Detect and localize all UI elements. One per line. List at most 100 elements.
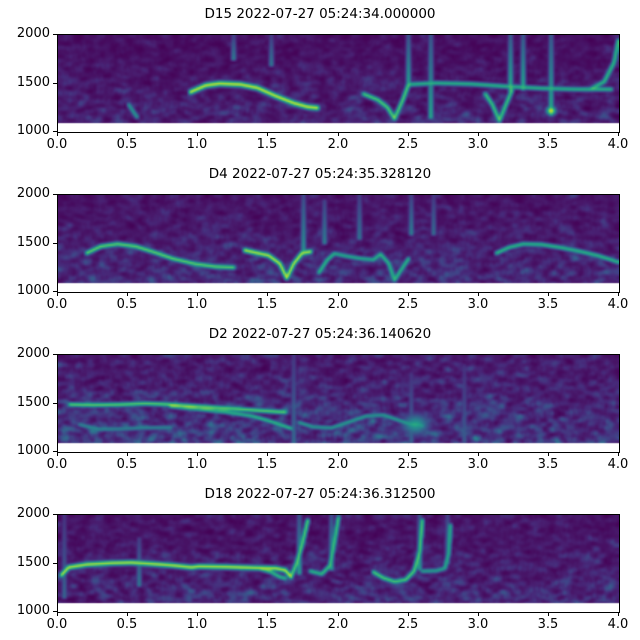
y-tick-mark <box>53 514 57 515</box>
x-tick-label: 4.0 <box>607 137 629 152</box>
x-tick-label: 1.5 <box>256 457 278 472</box>
y-tick-label: 1000 <box>16 603 50 618</box>
x-tick-mark <box>57 612 58 616</box>
x-tick-mark <box>127 132 128 136</box>
spectrogram-axes-3 <box>57 354 620 453</box>
subplot-title-4: D18 2022-07-27 05:24:36.312500 <box>204 486 436 502</box>
x-tick-mark <box>338 612 339 616</box>
x-tick-mark <box>548 452 549 456</box>
x-tick-mark <box>408 452 409 456</box>
y-tick-label: 1000 <box>16 283 50 298</box>
x-tick-label: 2.5 <box>397 297 419 312</box>
spectrogram-canvas-3 <box>58 355 619 452</box>
x-tick-label: 3.0 <box>467 617 489 632</box>
y-tick-mark <box>53 131 57 132</box>
x-tick-mark <box>618 292 619 296</box>
x-tick-label: 1.5 <box>256 297 278 312</box>
x-tick-mark <box>408 612 409 616</box>
spectrogram-axes-4 <box>57 514 620 613</box>
x-tick-label: 1.0 <box>186 137 208 152</box>
x-tick-label: 2.5 <box>397 457 419 472</box>
y-tick-label: 1500 <box>16 555 50 570</box>
x-tick-label: 3.0 <box>467 137 489 152</box>
y-tick-mark <box>53 34 57 35</box>
x-tick-mark <box>57 452 58 456</box>
subplot-panel-1: D15 2022-07-27 05:24:34.000000 <box>0 0 640 160</box>
x-tick-label: 4.0 <box>607 457 629 472</box>
x-tick-label: 1.0 <box>186 457 208 472</box>
x-tick-label: 2.0 <box>327 617 349 632</box>
x-tick-mark <box>478 612 479 616</box>
x-tick-mark <box>197 452 198 456</box>
y-tick-label: 1500 <box>16 235 50 250</box>
x-tick-mark <box>57 132 58 136</box>
x-tick-label: 2.5 <box>397 617 419 632</box>
y-tick-label: 1500 <box>16 395 50 410</box>
y-tick-mark <box>53 291 57 292</box>
y-tick-label: 1500 <box>16 75 50 90</box>
x-tick-label: 2.0 <box>327 297 349 312</box>
x-tick-label: 3.0 <box>467 457 489 472</box>
x-tick-mark <box>408 132 409 136</box>
x-tick-label: 0.0 <box>46 457 68 472</box>
x-tick-label: 3.5 <box>537 297 559 312</box>
x-tick-mark <box>548 292 549 296</box>
x-tick-mark <box>267 452 268 456</box>
spectrogram-canvas-1 <box>58 35 619 132</box>
spectrogram-canvas-4 <box>58 515 619 612</box>
x-tick-mark <box>478 132 479 136</box>
x-tick-mark <box>267 132 268 136</box>
x-tick-mark <box>338 452 339 456</box>
x-tick-label: 3.5 <box>537 617 559 632</box>
x-tick-label: 0.5 <box>116 297 138 312</box>
y-tick-label: 2000 <box>16 506 50 521</box>
x-tick-mark <box>267 292 268 296</box>
x-tick-mark <box>548 612 549 616</box>
x-tick-label: 0.5 <box>116 137 138 152</box>
y-tick-mark <box>53 403 57 404</box>
x-tick-mark <box>267 612 268 616</box>
x-tick-mark <box>338 292 339 296</box>
x-tick-label: 1.0 <box>186 297 208 312</box>
x-tick-label: 2.0 <box>327 457 349 472</box>
y-tick-label: 2000 <box>16 26 50 41</box>
x-tick-label: 0.0 <box>46 617 68 632</box>
y-tick-label: 1000 <box>16 123 50 138</box>
y-tick-mark <box>53 611 57 612</box>
subplot-title-2: D4 2022-07-27 05:24:35.328120 <box>208 166 432 182</box>
x-tick-mark <box>197 132 198 136</box>
subplot-panel-2: D4 2022-07-27 05:24:35.328120 <box>0 160 640 320</box>
y-tick-mark <box>53 451 57 452</box>
x-tick-label: 0.0 <box>46 297 68 312</box>
x-tick-label: 3.0 <box>467 297 489 312</box>
x-tick-mark <box>57 292 58 296</box>
x-tick-label: 1.5 <box>256 617 278 632</box>
x-tick-label: 4.0 <box>607 297 629 312</box>
y-tick-mark <box>53 354 57 355</box>
x-tick-mark <box>197 292 198 296</box>
x-tick-mark <box>548 132 549 136</box>
x-tick-mark <box>478 452 479 456</box>
x-tick-label: 2.0 <box>327 137 349 152</box>
x-tick-mark <box>127 452 128 456</box>
x-tick-label: 0.5 <box>116 617 138 632</box>
x-tick-mark <box>127 612 128 616</box>
subplot-panel-3: D2 2022-07-27 05:24:36.140620 <box>0 320 640 480</box>
x-tick-mark <box>478 292 479 296</box>
x-tick-label: 0.0 <box>46 137 68 152</box>
y-tick-label: 2000 <box>16 346 50 361</box>
x-tick-label: 3.5 <box>537 137 559 152</box>
y-tick-mark <box>53 194 57 195</box>
subplot-title-3: D2 2022-07-27 05:24:36.140620 <box>208 326 432 342</box>
x-tick-mark <box>618 612 619 616</box>
y-tick-mark <box>53 243 57 244</box>
x-tick-label: 0.5 <box>116 457 138 472</box>
x-tick-label: 1.0 <box>186 617 208 632</box>
x-tick-mark <box>127 292 128 296</box>
x-tick-label: 4.0 <box>607 617 629 632</box>
x-tick-label: 2.5 <box>397 137 419 152</box>
x-tick-label: 1.5 <box>256 137 278 152</box>
subplot-title-1: D15 2022-07-27 05:24:34.000000 <box>204 6 436 22</box>
y-tick-mark <box>53 83 57 84</box>
